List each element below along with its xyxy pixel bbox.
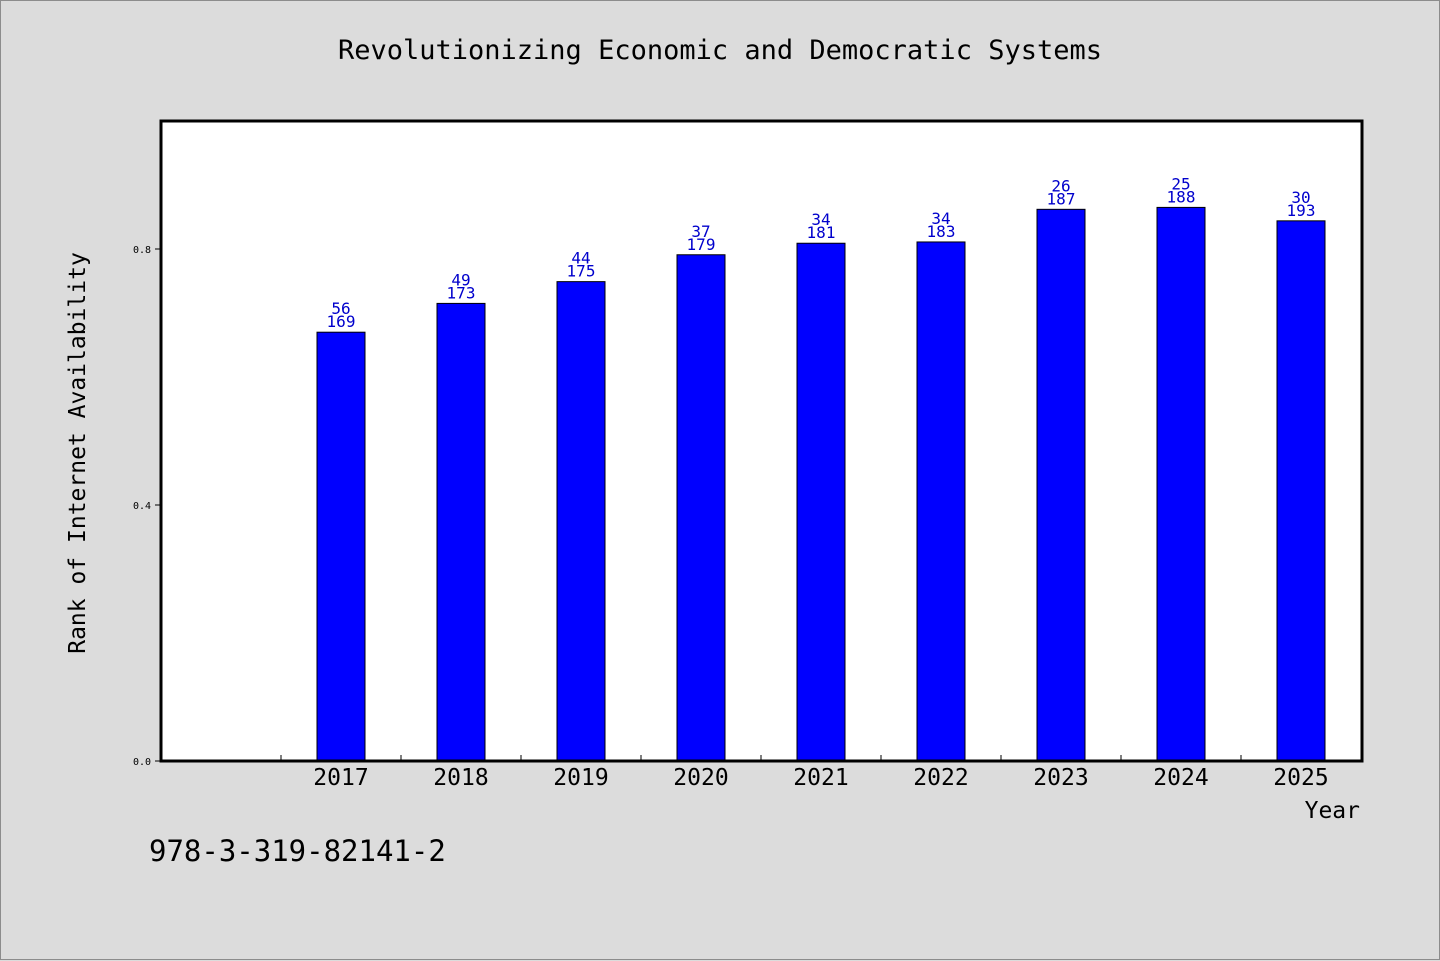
y-axis-label: Rank of Internet Availability <box>65 252 91 654</box>
bar <box>916 241 966 762</box>
x-tick-label: 2023 <box>1033 765 1088 791</box>
bar-value-label-top: 30 <box>1291 188 1310 207</box>
y-tick-label: 0.4 <box>133 501 151 512</box>
bar-value-label-top: 34 <box>811 210 830 229</box>
bar-value-label-bottom: 169 <box>327 312 356 331</box>
bar-value-label-top: 25 <box>1171 174 1190 193</box>
bar-value-label-top: 49 <box>451 270 470 289</box>
bar <box>1156 206 1206 762</box>
bar <box>676 254 726 762</box>
x-axis-label: Year <box>1305 798 1360 824</box>
y-tick-label: 0.8 <box>133 245 151 256</box>
bar-value-label-bottom: 179 <box>687 235 716 254</box>
x-tick-label: 2025 <box>1273 765 1328 791</box>
bar-value-label-top: 37 <box>691 222 710 241</box>
bar-value-label-top: 44 <box>571 249 590 268</box>
x-tick-label: 2018 <box>433 765 488 791</box>
bar-value-label-bottom: 181 <box>807 223 836 242</box>
bar-value-label-bottom: 173 <box>447 283 476 302</box>
bar-value-label-bottom: 193 <box>1287 201 1316 220</box>
y-tick-label: 0.0 <box>133 757 151 768</box>
bar <box>316 331 366 762</box>
bar-value-label-top: 26 <box>1051 176 1070 195</box>
isbn-footnote: 978-3-319-82141-2 <box>149 834 446 868</box>
x-tick-label: 2021 <box>793 765 848 791</box>
bar <box>556 281 606 762</box>
bar <box>1036 208 1086 762</box>
bar-value-label-top: 56 <box>331 299 350 318</box>
bar <box>436 302 486 762</box>
x-tick-label: 2024 <box>1153 765 1208 791</box>
x-tick-label: 2022 <box>913 765 968 791</box>
x-tick-label: 2020 <box>673 765 728 791</box>
x-tick-label: 2019 <box>553 765 608 791</box>
bar-value-label-bottom: 175 <box>567 262 596 281</box>
bar-value-label-bottom: 188 <box>1167 187 1196 206</box>
bar-value-label-bottom: 187 <box>1047 189 1076 208</box>
x-tick-label: 2017 <box>313 765 368 791</box>
chart-title: Revolutionizing Economic and Democratic … <box>337 35 1102 66</box>
bar <box>1276 220 1326 762</box>
bar-value-label-bottom: 183 <box>927 222 956 241</box>
bar-value-label-top: 34 <box>931 209 950 228</box>
bar <box>796 242 846 762</box>
plot-frame <box>159 119 1364 763</box>
